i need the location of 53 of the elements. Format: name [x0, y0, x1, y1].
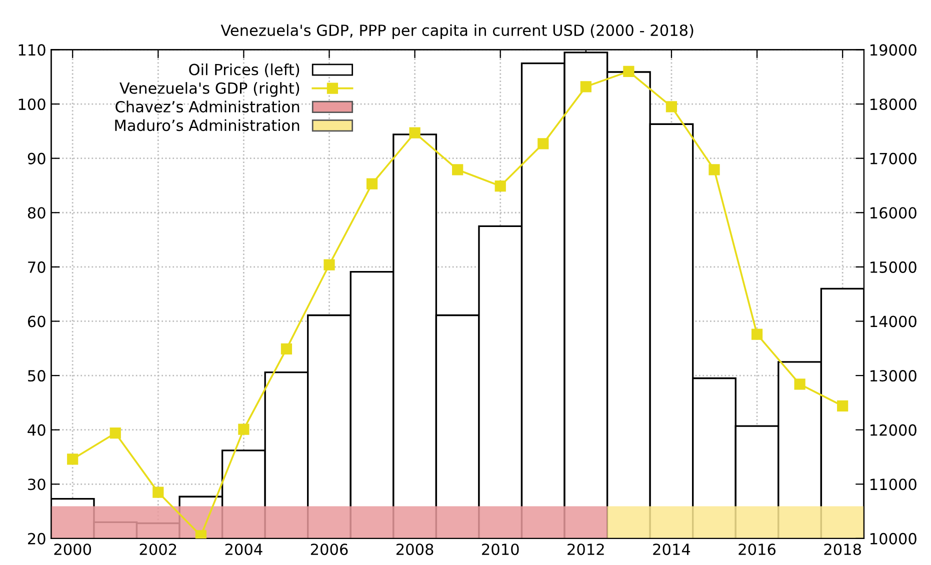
point	[238, 424, 250, 435]
y-tick-label: 100	[18, 98, 46, 110]
legend-label: Venezuela's GDP (right)	[120, 82, 300, 97]
y2-tick-label: 16000	[870, 207, 916, 219]
point	[67, 454, 78, 465]
point	[666, 101, 678, 112]
point	[452, 164, 464, 176]
y2-tick-label: 10000	[870, 532, 916, 544]
x-tick-label: 2004	[225, 544, 262, 556]
y-tick-label: 40	[28, 424, 46, 436]
y2-tick-label: 18000	[870, 98, 916, 110]
y2-tick-label: 14000	[870, 316, 916, 328]
point	[751, 328, 763, 340]
point	[580, 81, 592, 92]
y-tick-label: 60	[28, 316, 46, 328]
x-tick-label: 2014	[653, 544, 690, 556]
point	[837, 400, 848, 412]
point	[366, 178, 378, 190]
point	[623, 66, 634, 77]
point	[538, 138, 549, 150]
y2-tick-label: 11000	[870, 478, 916, 490]
y2-tick-label: 13000	[870, 370, 916, 382]
legend-label: Oil Prices (left)	[189, 63, 300, 78]
x-tick-label: 2000	[54, 544, 92, 556]
legend-label: Maduro’s Administration	[115, 119, 300, 132]
x-tick-label: 2012	[568, 544, 604, 556]
y-tick-label: 20	[28, 532, 46, 544]
legend-label: Chavez’s Administration	[116, 100, 300, 113]
y-tick-label: 80	[28, 207, 46, 219]
y-tick-label: 90	[28, 152, 46, 164]
y2-tick-label: 12000	[870, 424, 916, 436]
y-tick-label: 30	[28, 478, 46, 490]
x-tick-label: 2006	[310, 544, 348, 556]
y-tick-label: 50	[28, 370, 46, 382]
point	[324, 259, 335, 270]
point	[280, 343, 292, 354]
y-tick-label: 110	[18, 44, 46, 56]
point	[794, 378, 806, 390]
x-tick-label: 2002	[140, 544, 176, 556]
point	[494, 180, 506, 192]
chart-title: Venezuela's GDP, PPP per capita in current USD (2000 - 2018)	[220, 24, 694, 40]
y2-tick-label: 19000	[870, 44, 916, 56]
x-tick-label: 2018	[824, 544, 861, 556]
x-tick-label: 2008	[396, 544, 434, 556]
point	[409, 127, 420, 138]
point	[110, 428, 121, 439]
point	[152, 486, 164, 498]
x-tick-label: 2016	[738, 544, 776, 556]
y2-tick-label: 17000	[870, 152, 916, 164]
y-tick-label: 70	[28, 261, 46, 273]
point	[708, 164, 720, 176]
y2-tick-label: 15000	[870, 261, 916, 273]
x-tick-label: 2010	[482, 544, 519, 556]
